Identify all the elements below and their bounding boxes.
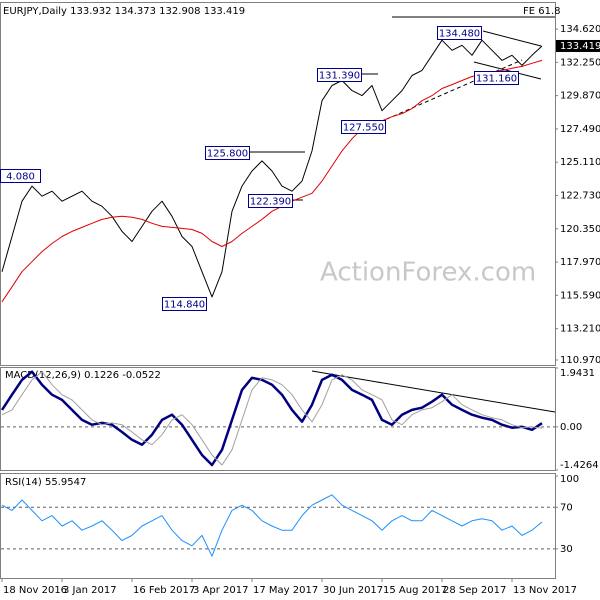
triangle-line [482, 30, 542, 47]
price-panel [0, 2, 556, 366]
annotation-box [437, 26, 482, 40]
annotation-label: 125.800 [207, 149, 248, 160]
chart-title: EURJPY,Daily 133.932 134.373 132.908 133… [3, 6, 245, 17]
annotation-label: 131.160 [476, 74, 517, 85]
y-tick-label: -1.4264 [560, 460, 599, 471]
y-tick-label: 117.970 [560, 257, 600, 268]
annotation-label: 122.390 [250, 197, 291, 208]
annotation-label: 127.550 [343, 123, 384, 134]
annotation-box [248, 194, 293, 208]
y-tick-label: 120.350 [560, 224, 600, 235]
y-tick-label: 30 [560, 544, 573, 555]
x-tick-label: 28 Sep 2017 [443, 585, 506, 596]
x-tick-label: 18 Nov 2016 [3, 585, 67, 596]
triangle-line [473, 61, 542, 80]
trend-line [379, 59, 523, 123]
series-line [1, 39, 543, 298]
y-tick-label: 110.970 [560, 355, 600, 366]
series-line [0, 370, 543, 467]
series-line [1, 371, 543, 466]
current-price-label: 133.419 [560, 41, 600, 52]
annotation-box [0, 169, 41, 183]
y-tick-label: 129.870 [560, 91, 600, 102]
rsi-title: RSI(14) 55.9547 [5, 477, 86, 488]
rsi-panel [0, 473, 556, 579]
series-line [1, 494, 543, 557]
annotation-label: 134.480 [439, 29, 480, 40]
x-tick-label: 16 Feb 2017 [133, 585, 195, 596]
macd-panel [0, 367, 556, 471]
annotation-label: 131.390 [319, 71, 360, 82]
x-tick-label: 30 Jun 2017 [323, 585, 383, 596]
macd-title: MACD(12,26,9) 0.1226 -0.0522 [5, 370, 161, 381]
y-tick-label: 132.250 [560, 57, 600, 68]
watermark: ActionForex.com [320, 258, 536, 288]
y-tick-label: 127.490 [560, 124, 600, 135]
annotation-label: 114.840 [164, 300, 205, 311]
x-tick-label: 13 Nov 2017 [513, 585, 577, 596]
annotation-box [341, 120, 386, 134]
x-tick-label: 15 Aug 2017 [383, 585, 447, 596]
fe-label: FE 61.8 [523, 6, 561, 17]
y-tick-label: 125.110 [560, 157, 600, 168]
x-tick-label: 3 Jan 2017 [63, 585, 117, 596]
annotation-label: 4.080 [6, 172, 35, 183]
x-tick-label: 3 Apr 2017 [193, 585, 248, 596]
series-line [1, 59, 543, 303]
y-tick-label: 115.590 [560, 290, 600, 301]
y-tick-label: 134.620 [560, 24, 600, 35]
y-tick-label: 113.210 [560, 324, 600, 335]
macd-trend-line [311, 370, 556, 413]
y-tick-label: 0.00 [560, 422, 582, 433]
annotation-box [162, 297, 207, 311]
y-tick-label: 70 [560, 502, 573, 513]
current-price-box [556, 39, 600, 52]
y-tick-label: 100 [560, 474, 579, 485]
annotation-box [317, 68, 362, 82]
y-tick-label: 1.9431 [560, 368, 595, 379]
annotation-box [205, 146, 250, 160]
y-tick-label: 122.730 [560, 190, 600, 201]
x-tick-label: 17 May 2017 [253, 585, 318, 596]
annotation-box [474, 71, 519, 85]
